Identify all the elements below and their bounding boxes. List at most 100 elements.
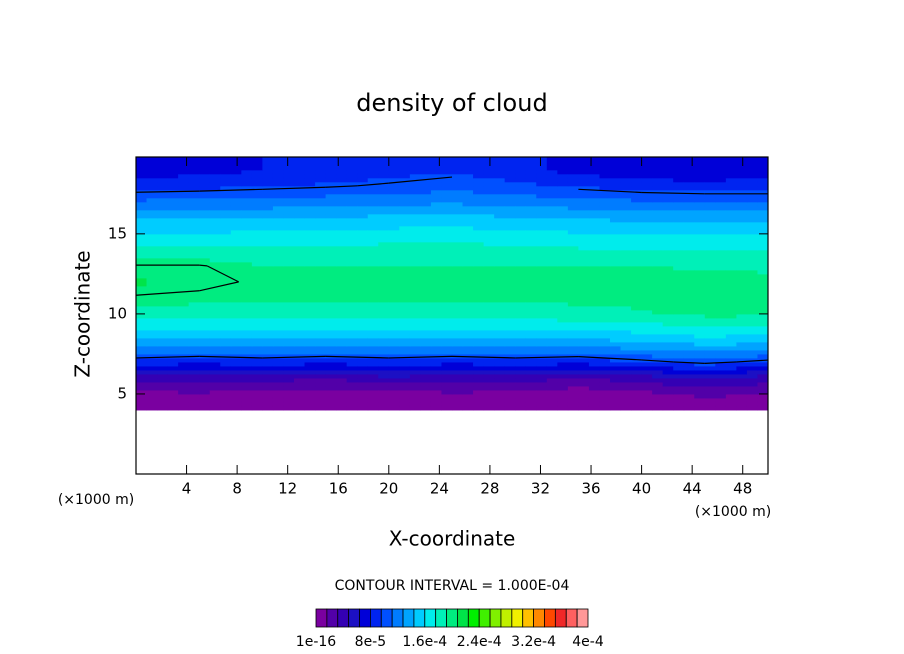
field-cell [220,377,232,383]
field-cell [189,454,200,459]
field-cell [347,430,358,435]
field-cell [262,201,274,207]
field-cell [515,241,527,247]
field-cell [599,185,611,191]
field-cell [631,257,643,263]
field-cell [315,201,327,207]
field-cell [610,273,622,279]
field-cell [157,345,169,351]
field-cell [146,185,158,191]
field-cell [641,393,653,399]
field-cell [620,177,632,183]
field-cell [546,157,558,171]
field-cell [168,450,179,455]
field-cell [473,446,484,451]
field-cell [494,169,506,175]
field-cell [378,442,389,447]
field-cell [178,205,190,211]
field-cell [209,365,221,371]
field-cell [146,201,158,207]
field-cell [567,237,579,243]
field-cell [567,361,579,367]
field-cell [588,177,600,183]
field-cell [652,273,664,279]
field-cell [557,185,569,191]
field-cell [452,389,464,395]
field-cell [694,181,706,187]
field-cell [188,333,200,339]
field-cell [189,446,200,451]
field-cell [652,385,664,391]
field-cell [736,442,747,447]
field-cell [546,313,558,319]
field-cell [262,189,274,195]
field-cell [578,337,590,343]
field-cell [515,205,527,211]
field-cell [388,305,400,311]
field-cell [430,285,442,291]
field-cell [504,301,516,307]
field-cell [567,217,579,223]
colorbar-box [380,608,393,628]
field-cell [325,253,337,259]
field-cell [347,458,358,463]
field-cell [315,281,327,287]
field-cell [536,418,547,423]
field-cell [715,313,727,319]
field-cell [420,225,432,231]
field-cell [441,365,453,371]
field-cell [378,173,390,179]
field-cell [325,217,337,223]
field-cell [241,369,253,375]
field-cell [526,454,537,459]
field-cell [736,333,748,339]
field-cell [504,225,516,231]
field-cell [230,273,242,279]
field-cell [220,430,231,435]
field-cell [557,345,569,351]
field-cell [641,297,653,303]
field-cell [567,257,579,263]
field-cell [346,329,358,335]
field-cell [652,293,664,299]
field-cell [683,241,695,247]
field-cell [157,357,169,363]
field-cell [378,221,390,227]
field-cell [557,337,569,343]
field-cell [620,209,632,215]
field-cell [578,189,590,195]
field-cell [431,434,442,439]
field-cell [420,157,432,171]
field-cell [494,349,506,355]
field-cell [241,454,252,459]
field-cell [483,245,495,251]
field-cell [462,397,474,403]
field-cell [684,414,695,419]
field-cell [704,241,716,247]
field-cell [262,426,273,431]
field-cell [494,269,506,275]
field-cell [441,454,452,459]
field-cell [157,462,168,467]
field-cell [546,241,558,247]
field-cell [230,377,242,383]
field-cell [167,337,179,343]
field-cell [494,389,506,395]
field-cell [505,442,516,447]
field-cell [631,361,643,367]
field-cell [420,361,432,367]
field-cell [199,361,211,367]
field-cell [536,446,547,451]
field-cell [430,233,442,239]
field-cell [704,201,716,207]
field-cell [367,357,379,363]
field-cell [241,181,253,187]
field-cell [452,414,463,419]
field-cell [378,157,390,171]
field-cell [515,213,527,219]
field-cell [536,373,548,379]
field-cell [294,281,306,287]
field-cell [168,426,179,431]
field-cell [620,321,632,327]
field-cell [157,321,169,327]
